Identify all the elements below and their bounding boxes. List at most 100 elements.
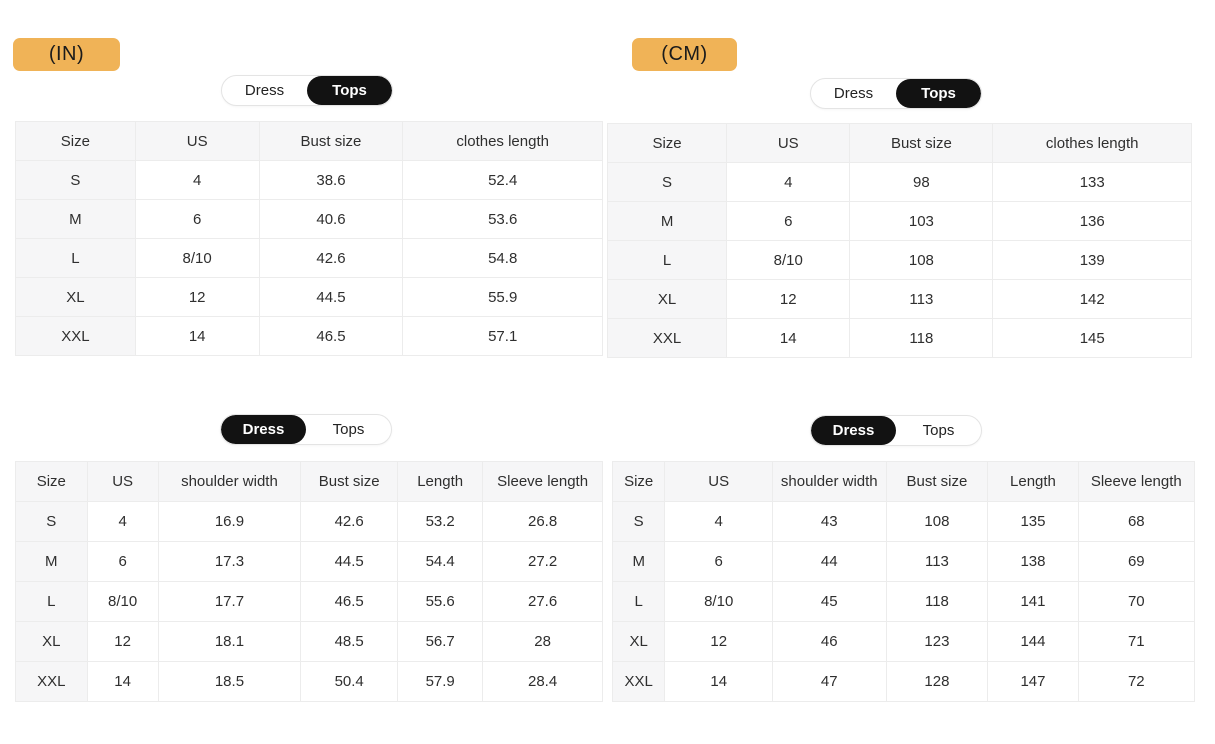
table-row: XXL 14 118 145 bbox=[606, 318, 1192, 358]
column-header: Sleeve length bbox=[482, 461, 603, 502]
column-header: Size bbox=[611, 461, 666, 502]
table-row: L 8/10 42.6 54.8 bbox=[15, 238, 603, 278]
measurement-cell: 6 bbox=[134, 199, 260, 239]
table-row: M 6 40.6 53.6 bbox=[15, 199, 603, 239]
toggle-tops-button[interactable]: Tops bbox=[306, 415, 391, 444]
measurement-cell: 44.5 bbox=[300, 541, 399, 582]
dress-tops-toggle-in-bottom: Dress Tops bbox=[220, 414, 392, 445]
measurement-cell: 12 bbox=[134, 277, 260, 317]
toggle-dress-button[interactable]: Dress bbox=[811, 416, 896, 445]
column-header: US bbox=[86, 461, 159, 502]
header-row: Size US shoulder width Bust size Length Sleev… bbox=[15, 461, 603, 502]
measurement-cell: 128 bbox=[885, 661, 989, 702]
measurement-cell: 53.2 bbox=[397, 501, 484, 542]
measurement-cell: 139 bbox=[992, 240, 1192, 280]
column-header: Length bbox=[397, 461, 484, 502]
column-header: clothes length bbox=[992, 123, 1192, 163]
measurement-cell: 44 bbox=[772, 541, 887, 582]
measurement-cell: 118 bbox=[849, 318, 994, 358]
measurement-cell: 27.6 bbox=[482, 581, 603, 622]
column-header: Length bbox=[987, 461, 1079, 502]
measurement-cell: 6 bbox=[664, 541, 774, 582]
measurement-cell: 108 bbox=[885, 501, 989, 542]
measurement-cell: 70 bbox=[1077, 581, 1196, 622]
measurement-cell: 8/10 bbox=[134, 238, 260, 278]
measurement-cell: 54.4 bbox=[397, 541, 484, 582]
measurement-cell: 12 bbox=[86, 621, 159, 662]
column-header: clothes length bbox=[402, 121, 603, 161]
measurement-cell: 45 bbox=[772, 581, 887, 622]
measurement-cell: 57.9 bbox=[397, 661, 484, 702]
measurement-cell: 4 bbox=[134, 160, 260, 200]
measurement-cell: 14 bbox=[664, 661, 774, 702]
measurement-cell: 14 bbox=[134, 316, 260, 356]
header-row: Size US Bust size clothes length bbox=[606, 123, 1192, 163]
toggle-tops-button[interactable]: Tops bbox=[896, 416, 981, 445]
table-row: L 8/10 45 118 141 70 bbox=[611, 581, 1196, 622]
table-row: S 4 43 108 135 68 bbox=[611, 501, 1196, 542]
measurement-cell: 46.5 bbox=[258, 316, 404, 356]
measurement-cell: 141 bbox=[987, 581, 1079, 622]
measurement-cell: 142 bbox=[992, 279, 1192, 319]
size-label-cell: L bbox=[606, 240, 728, 280]
measurement-cell: 55.6 bbox=[397, 581, 484, 622]
measurement-cell: 48.5 bbox=[300, 621, 399, 662]
header-row: Size US shoulder width Bust size Length Sleev… bbox=[611, 461, 1196, 502]
unit-badge-centimeters: (CM) bbox=[632, 38, 737, 71]
dress-tops-toggle-cm-top: Dress Tops bbox=[810, 78, 982, 109]
measurement-cell: 14 bbox=[86, 661, 159, 702]
table-row: L 8/10 17.7 46.5 55.6 27.6 bbox=[15, 581, 603, 622]
measurement-cell: 53.6 bbox=[402, 199, 603, 239]
toggle-dress-button[interactable]: Dress bbox=[222, 76, 307, 105]
column-header: shoulder width bbox=[772, 461, 887, 502]
measurement-cell: 42.6 bbox=[258, 238, 404, 278]
measurement-cell: 57.1 bbox=[402, 316, 603, 356]
table-row: M 6 44 113 138 69 bbox=[611, 541, 1196, 582]
measurement-cell: 103 bbox=[849, 201, 994, 241]
size-label-cell: M bbox=[15, 541, 88, 582]
measurement-cell: 8/10 bbox=[664, 581, 774, 622]
measurement-cell: 4 bbox=[86, 501, 159, 542]
toggle-dress-button[interactable]: Dress bbox=[811, 79, 896, 108]
column-header: Size bbox=[606, 123, 728, 163]
measurement-cell: 14 bbox=[726, 318, 851, 358]
size-label-cell: XXL bbox=[611, 661, 666, 702]
measurement-cell: 38.6 bbox=[258, 160, 404, 200]
toggle-tops-button[interactable]: Tops bbox=[307, 76, 392, 105]
size-label-cell: XXL bbox=[15, 661, 88, 702]
table-row: XL 12 44.5 55.9 bbox=[15, 277, 603, 317]
measurement-cell: 17.3 bbox=[157, 541, 302, 582]
size-label-cell: M bbox=[15, 199, 136, 239]
measurement-cell: 118 bbox=[885, 581, 989, 622]
measurement-cell: 8/10 bbox=[86, 581, 159, 622]
measurement-cell: 6 bbox=[86, 541, 159, 582]
measurement-cell: 56.7 bbox=[397, 621, 484, 662]
measurement-cell: 43 bbox=[772, 501, 887, 542]
measurement-cell: 55.9 bbox=[402, 277, 603, 317]
measurement-cell: 17.7 bbox=[157, 581, 302, 622]
toggle-dress-button[interactable]: Dress bbox=[221, 415, 306, 444]
measurement-cell: 113 bbox=[885, 541, 989, 582]
size-label-cell: XXL bbox=[15, 316, 136, 356]
toggle-tops-button[interactable]: Tops bbox=[896, 79, 981, 108]
size-label-cell: M bbox=[611, 541, 666, 582]
table-row: XXL 14 46.5 57.1 bbox=[15, 316, 603, 356]
column-header: Sleeve length bbox=[1077, 461, 1196, 502]
measurement-cell: 12 bbox=[726, 279, 851, 319]
column-header: shoulder width bbox=[157, 461, 302, 502]
table-row: L 8/10 108 139 bbox=[606, 240, 1192, 280]
measurement-cell: 16.9 bbox=[157, 501, 302, 542]
measurement-cell: 46.5 bbox=[300, 581, 399, 622]
column-header: Bust size bbox=[258, 121, 404, 161]
measurement-cell: 40.6 bbox=[258, 199, 404, 239]
measurement-cell: 4 bbox=[726, 162, 851, 202]
measurement-cell: 12 bbox=[664, 621, 774, 662]
column-header: Size bbox=[15, 121, 136, 161]
measurement-cell: 27.2 bbox=[482, 541, 603, 582]
measurement-cell: 147 bbox=[987, 661, 1079, 702]
dress-tops-toggle-cm-bottom: Dress Tops bbox=[810, 415, 982, 446]
column-header: US bbox=[664, 461, 774, 502]
dress-tops-toggle-in-top: Dress Tops bbox=[221, 75, 393, 106]
column-header: US bbox=[726, 123, 851, 163]
